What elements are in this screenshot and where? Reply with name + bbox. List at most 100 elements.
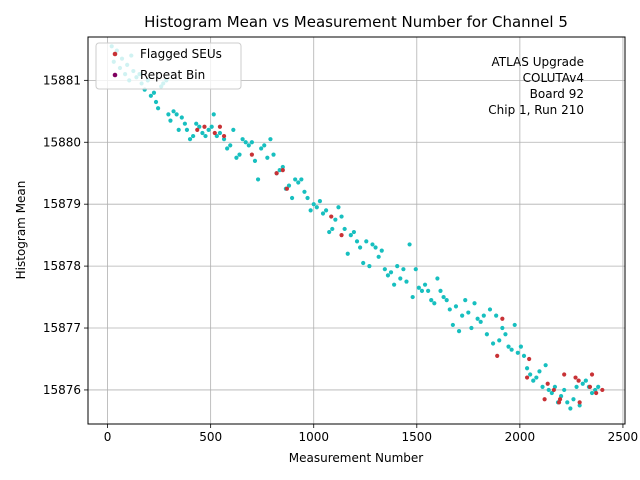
point-measurements	[176, 127, 181, 132]
point-measurements	[373, 245, 378, 250]
point-measurements	[521, 353, 527, 358]
point-measurements	[358, 245, 363, 250]
point-measurements	[200, 130, 205, 136]
point-measurements	[351, 229, 357, 235]
point-measurements	[515, 350, 520, 355]
point-measurements	[148, 93, 153, 98]
point-measurements	[512, 322, 517, 328]
point-measurements	[571, 397, 576, 402]
x-tick-label: 500	[199, 430, 222, 444]
point-measurements	[416, 285, 421, 290]
point-measurements	[444, 298, 449, 303]
point-measurements	[370, 242, 375, 247]
point-flagged-seus	[221, 133, 227, 139]
x-tick-label: 2000	[505, 430, 536, 444]
point-measurements	[469, 325, 474, 331]
point-flagged-seus	[587, 384, 593, 389]
point-flagged-seus	[329, 214, 334, 219]
point-measurements	[392, 282, 397, 287]
point-measurements	[330, 226, 335, 232]
annotation-line-4: Chip 1, Run 210	[488, 103, 584, 117]
point-flagged-seus	[274, 171, 279, 176]
point-measurements	[206, 127, 211, 132]
point-measurements	[413, 267, 418, 272]
point-measurements	[456, 329, 462, 334]
point-measurements	[323, 208, 329, 213]
point-measurements	[289, 195, 295, 201]
point-measurements	[441, 294, 446, 300]
point-measurements	[197, 124, 202, 129]
point-measurements	[194, 121, 199, 126]
point-measurements	[447, 307, 452, 312]
point-flagged-seus	[600, 387, 605, 393]
point-flagged-seus	[573, 375, 578, 380]
point-measurements	[388, 270, 394, 275]
point-measurements	[184, 127, 190, 132]
point-measurements	[246, 143, 251, 148]
point-measurements	[262, 143, 267, 148]
point-measurements	[481, 313, 486, 318]
plot-frame	[87, 36, 626, 425]
point-measurements	[500, 325, 505, 331]
point-measurements	[589, 390, 595, 396]
point-measurements	[151, 90, 157, 95]
point-measurements	[382, 267, 387, 272]
point-measurements	[534, 375, 539, 380]
point-measurements	[311, 202, 316, 207]
point-measurements	[345, 251, 350, 256]
legend-label-repeat-bin: Repeat Bin	[140, 68, 205, 82]
point-flagged-seus	[542, 397, 547, 402]
point-measurements	[249, 140, 254, 145]
point-measurements	[506, 344, 511, 349]
y-tick-label: 15881	[43, 73, 81, 87]
point-measurements	[174, 112, 179, 117]
point-measurements	[540, 384, 545, 389]
point-flagged-seus	[280, 168, 285, 173]
point-measurements	[524, 366, 530, 371]
point-measurements	[509, 347, 514, 352]
point-measurements	[460, 313, 465, 318]
point-flagged-seus	[495, 353, 500, 358]
point-measurements	[385, 273, 391, 278]
point-measurements	[404, 279, 409, 284]
point-measurements	[209, 124, 214, 129]
y-tick-label: 15877	[43, 321, 81, 335]
point-measurements	[580, 381, 585, 386]
point-flagged-seus	[202, 124, 207, 129]
point-measurements	[299, 177, 304, 182]
point-flagged-seus	[212, 130, 217, 136]
point-measurements	[487, 307, 493, 312]
point-measurements	[153, 99, 159, 105]
point-measurements	[217, 130, 223, 136]
point-measurements	[546, 387, 551, 393]
point-measurements	[361, 260, 366, 266]
point-measurements	[422, 282, 428, 287]
point-measurements	[376, 254, 381, 259]
point-measurements	[537, 369, 542, 374]
annotation-line-3: Board 92	[530, 87, 584, 101]
point-measurements	[438, 288, 443, 293]
point-measurements	[237, 152, 242, 157]
point-measurements	[407, 242, 412, 247]
point-measurements	[453, 304, 459, 309]
point-measurements	[225, 146, 230, 151]
point-flagged-seus	[545, 381, 550, 386]
annotation-line-1: ATLAS Upgrade	[491, 55, 584, 69]
annotation-line-2: COLUTAv4	[523, 71, 584, 85]
point-measurements	[549, 390, 554, 396]
point-measurements	[339, 214, 344, 219]
point-measurements	[221, 137, 227, 142]
point-measurements	[333, 217, 338, 222]
y-axis-label: Histogram Mean	[14, 181, 28, 280]
point-measurements	[228, 143, 233, 148]
x-axis-label: Measurement Number	[289, 451, 423, 465]
point-measurements	[401, 267, 406, 272]
axis-ticks: 0 500 1000 1500 2000 2500 15876 15877 15878 15879…	[43, 73, 638, 444]
point-measurements	[367, 264, 372, 269]
point-measurements	[259, 146, 264, 151]
point-measurements	[252, 158, 258, 163]
y-tick-label: 15879	[43, 197, 81, 211]
point-measurements	[182, 121, 187, 126]
point-measurements	[336, 205, 341, 210]
